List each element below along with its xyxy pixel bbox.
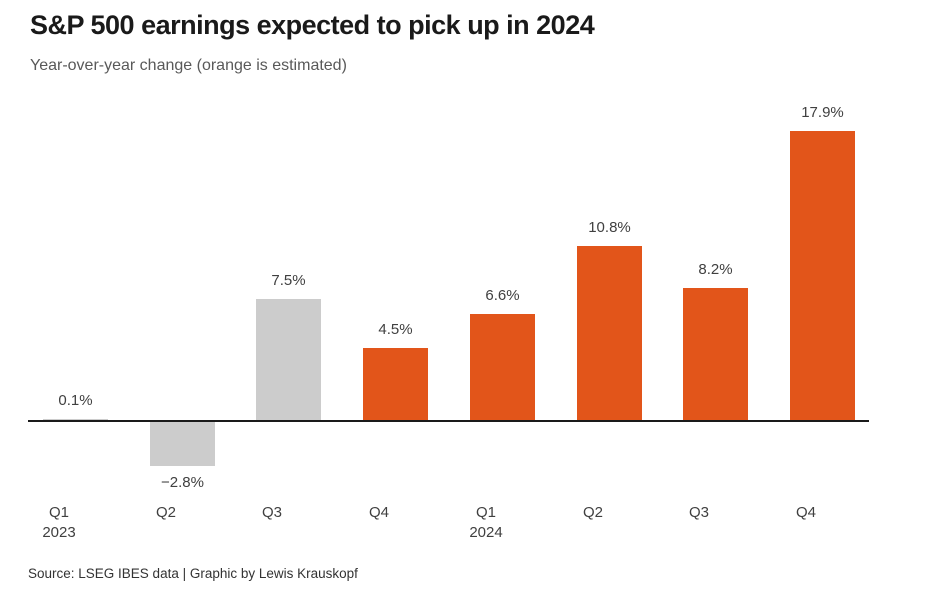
x-axis-line [28, 420, 869, 422]
bar-value-label: 0.1% [58, 392, 93, 409]
bar [790, 131, 855, 421]
x-tick-label: Q1 [475, 504, 496, 521]
bar [363, 348, 428, 421]
bar-value-label: 6.6% [485, 287, 520, 304]
x-tick-label: Q3 [688, 504, 709, 521]
bar-value-label: 4.5% [378, 321, 413, 338]
chart-subtitle: Year-over-year change (orange is estimat… [30, 57, 347, 74]
x-tick-label: Q3 [261, 504, 282, 521]
x-tick-label: Q1 [48, 504, 69, 521]
source-note: Source: LSEG IBES data | Graphic by Lewi… [28, 566, 358, 581]
x-tick-label: Q4 [368, 504, 389, 521]
bar [470, 314, 535, 421]
x-tick-label: Q4 [795, 504, 816, 521]
bar [150, 421, 215, 466]
bar [256, 299, 321, 421]
bar-value-label: 7.5% [271, 272, 306, 289]
bar-value-label: 17.9% [801, 104, 844, 121]
bar [683, 288, 748, 421]
chart-title: S&P 500 earnings expected to pick up in … [30, 10, 595, 40]
year-label: 2024 [469, 524, 503, 541]
x-tick-label: Q2 [582, 504, 603, 521]
bar-value-label: 10.8% [588, 219, 631, 236]
bar [577, 246, 642, 421]
bar-value-label: 8.2% [698, 261, 733, 278]
bar-value-label: −2.8% [161, 474, 204, 491]
year-label: 2023 [42, 524, 76, 541]
x-tick-label: Q2 [155, 504, 176, 521]
